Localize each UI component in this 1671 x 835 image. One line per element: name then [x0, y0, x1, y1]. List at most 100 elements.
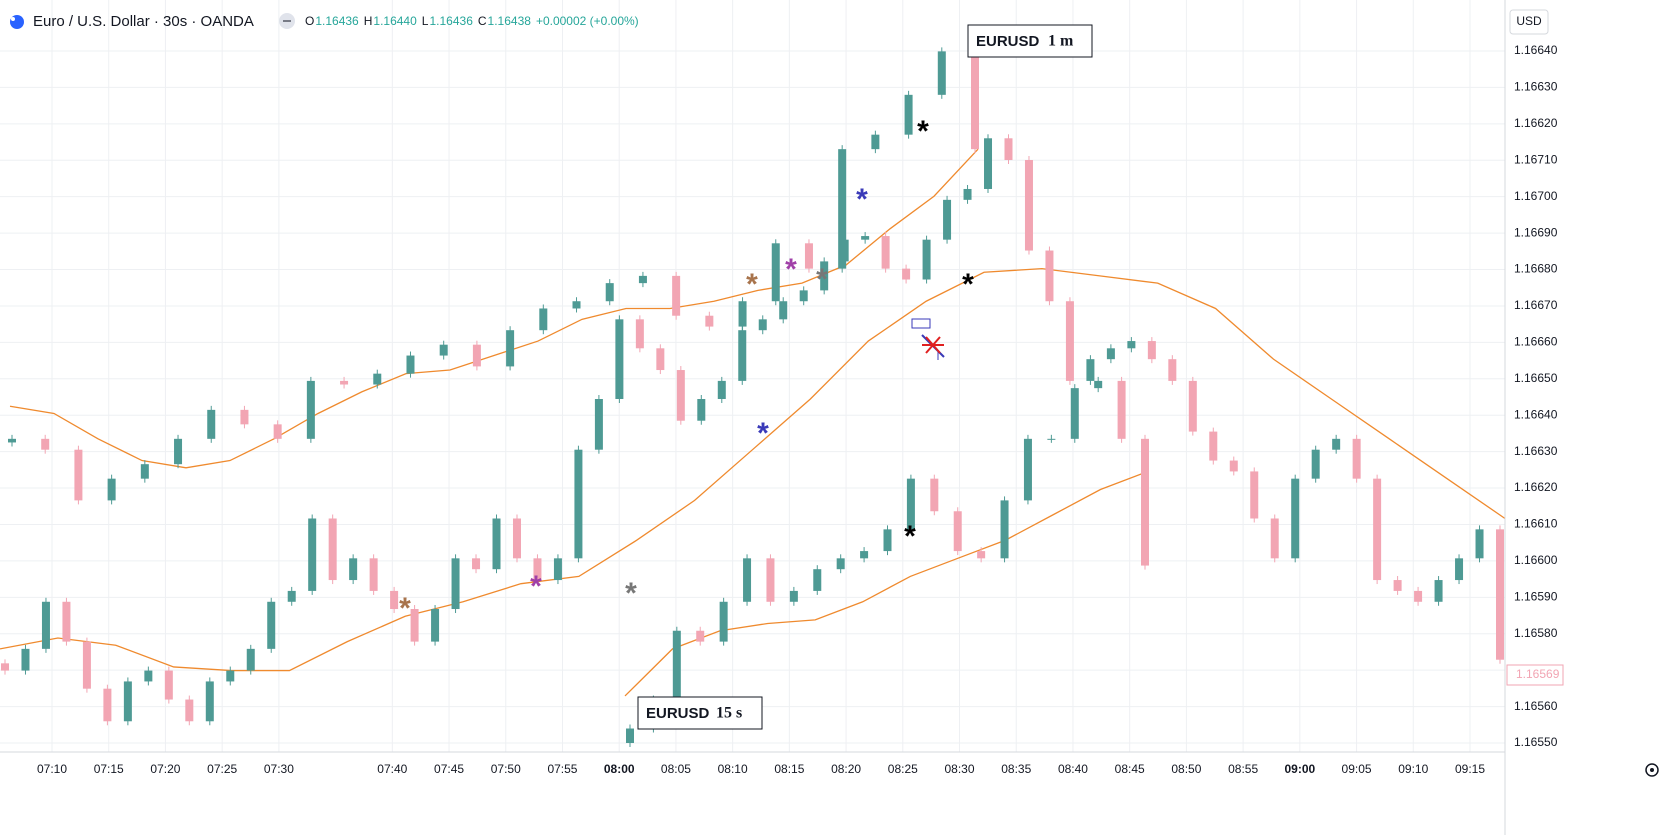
marker: *	[746, 268, 758, 301]
candle	[140, 464, 149, 479]
candle	[1496, 529, 1504, 660]
candle	[743, 558, 752, 602]
marker: *	[785, 253, 797, 286]
x-tick-label: 07:55	[547, 762, 577, 776]
x-tick-label: 08:10	[718, 762, 748, 776]
ohlc: O 1.16436 H 1.16440 L 1.16436 C 1.16438 +0.00002…	[305, 14, 639, 28]
candle	[306, 380, 315, 439]
candle	[635, 319, 644, 349]
candle	[8, 438, 16, 443]
candle	[638, 275, 647, 284]
candle	[472, 558, 481, 570]
candle	[1250, 471, 1259, 519]
x-tick-label: 08:55	[1228, 762, 1258, 776]
candle	[1414, 590, 1423, 602]
candle	[906, 478, 915, 530]
x-tick-label: 09:10	[1398, 762, 1428, 776]
box-drawing	[911, 318, 931, 329]
y-tick-label: 1.16670	[1514, 298, 1558, 312]
candle	[533, 558, 542, 581]
candle	[1332, 438, 1341, 450]
markers: * * * * * * * * * * *	[399, 115, 974, 625]
candle	[779, 301, 788, 320]
candle	[626, 728, 634, 743]
candle	[539, 308, 548, 331]
y-tick-label: 1.16580	[1514, 626, 1558, 640]
candle	[207, 409, 216, 439]
candle	[572, 301, 581, 309]
marker: *	[399, 592, 411, 625]
x-tick-label: 07:40	[377, 762, 407, 776]
annotation-detail: 1 m	[1048, 33, 1074, 50]
candle	[123, 681, 132, 722]
candle	[431, 609, 440, 642]
time-axis: 07:10 07:15 07:20 07:25 07:30 07:40 07:45 07:50…	[37, 762, 1485, 776]
x-tick-label: 08:30	[945, 762, 975, 776]
candle	[1070, 388, 1079, 439]
candle	[930, 478, 939, 512]
plot	[0, 47, 1506, 747]
x-tick-label: 07:30	[264, 762, 294, 776]
x-tick-label: 08:25	[888, 762, 918, 776]
candle	[273, 424, 282, 439]
marker: *	[917, 115, 929, 148]
logo	[11, 17, 15, 21]
candle	[836, 558, 845, 570]
y-tick-label: 1.16650	[1514, 371, 1558, 385]
x-tick-label: 08:50	[1171, 762, 1201, 776]
candle	[41, 601, 50, 649]
settings-button[interactable]	[1645, 763, 1659, 777]
candle	[267, 601, 276, 649]
ohlc-label: H	[364, 14, 373, 28]
candle	[871, 134, 880, 150]
candle	[738, 330, 747, 381]
candle	[804, 243, 813, 269]
candle	[107, 478, 116, 501]
candle	[185, 699, 194, 722]
candle	[971, 51, 979, 150]
candle	[287, 590, 296, 602]
candle	[1004, 138, 1013, 161]
candle	[1065, 301, 1074, 381]
y-tick-label: 1.16690	[1514, 225, 1558, 239]
candle	[1270, 518, 1279, 559]
marker: *	[625, 577, 637, 610]
candle	[1086, 359, 1095, 381]
candle	[696, 630, 705, 642]
candle	[1047, 438, 1056, 440]
currency-button[interactable]	[1509, 9, 1549, 35]
y-tick-label: 1.16620	[1514, 116, 1558, 130]
candle	[766, 558, 775, 602]
candle	[813, 569, 822, 591]
candle	[984, 138, 993, 189]
candle	[605, 283, 614, 302]
candle	[719, 601, 728, 642]
y-tick-label: 1.16640	[1514, 407, 1558, 421]
candle	[62, 601, 71, 642]
candle	[349, 558, 358, 581]
candle	[672, 275, 681, 316]
candle	[1147, 341, 1156, 360]
x-tick-label: 07:50	[491, 762, 521, 776]
candle	[492, 518, 501, 570]
candle	[758, 319, 767, 331]
candle	[902, 268, 911, 280]
x-tick-label: 07:25	[207, 762, 237, 776]
candle	[410, 609, 419, 642]
candle	[676, 370, 685, 421]
last-price-tag	[1506, 664, 1564, 686]
candle	[226, 670, 235, 682]
candle	[82, 641, 91, 689]
candle	[21, 648, 30, 671]
y-tick-label: 1.16620	[1514, 480, 1558, 494]
x-tick-label: 07:20	[150, 762, 180, 776]
ohlc-value: 1.16436	[429, 14, 473, 28]
candle	[74, 449, 83, 501]
ohlc-value: 1.16436	[315, 14, 359, 28]
candle	[937, 51, 946, 95]
candle	[103, 688, 112, 722]
y-tick-label: 1.16710	[1514, 152, 1558, 166]
candle	[1000, 500, 1009, 559]
